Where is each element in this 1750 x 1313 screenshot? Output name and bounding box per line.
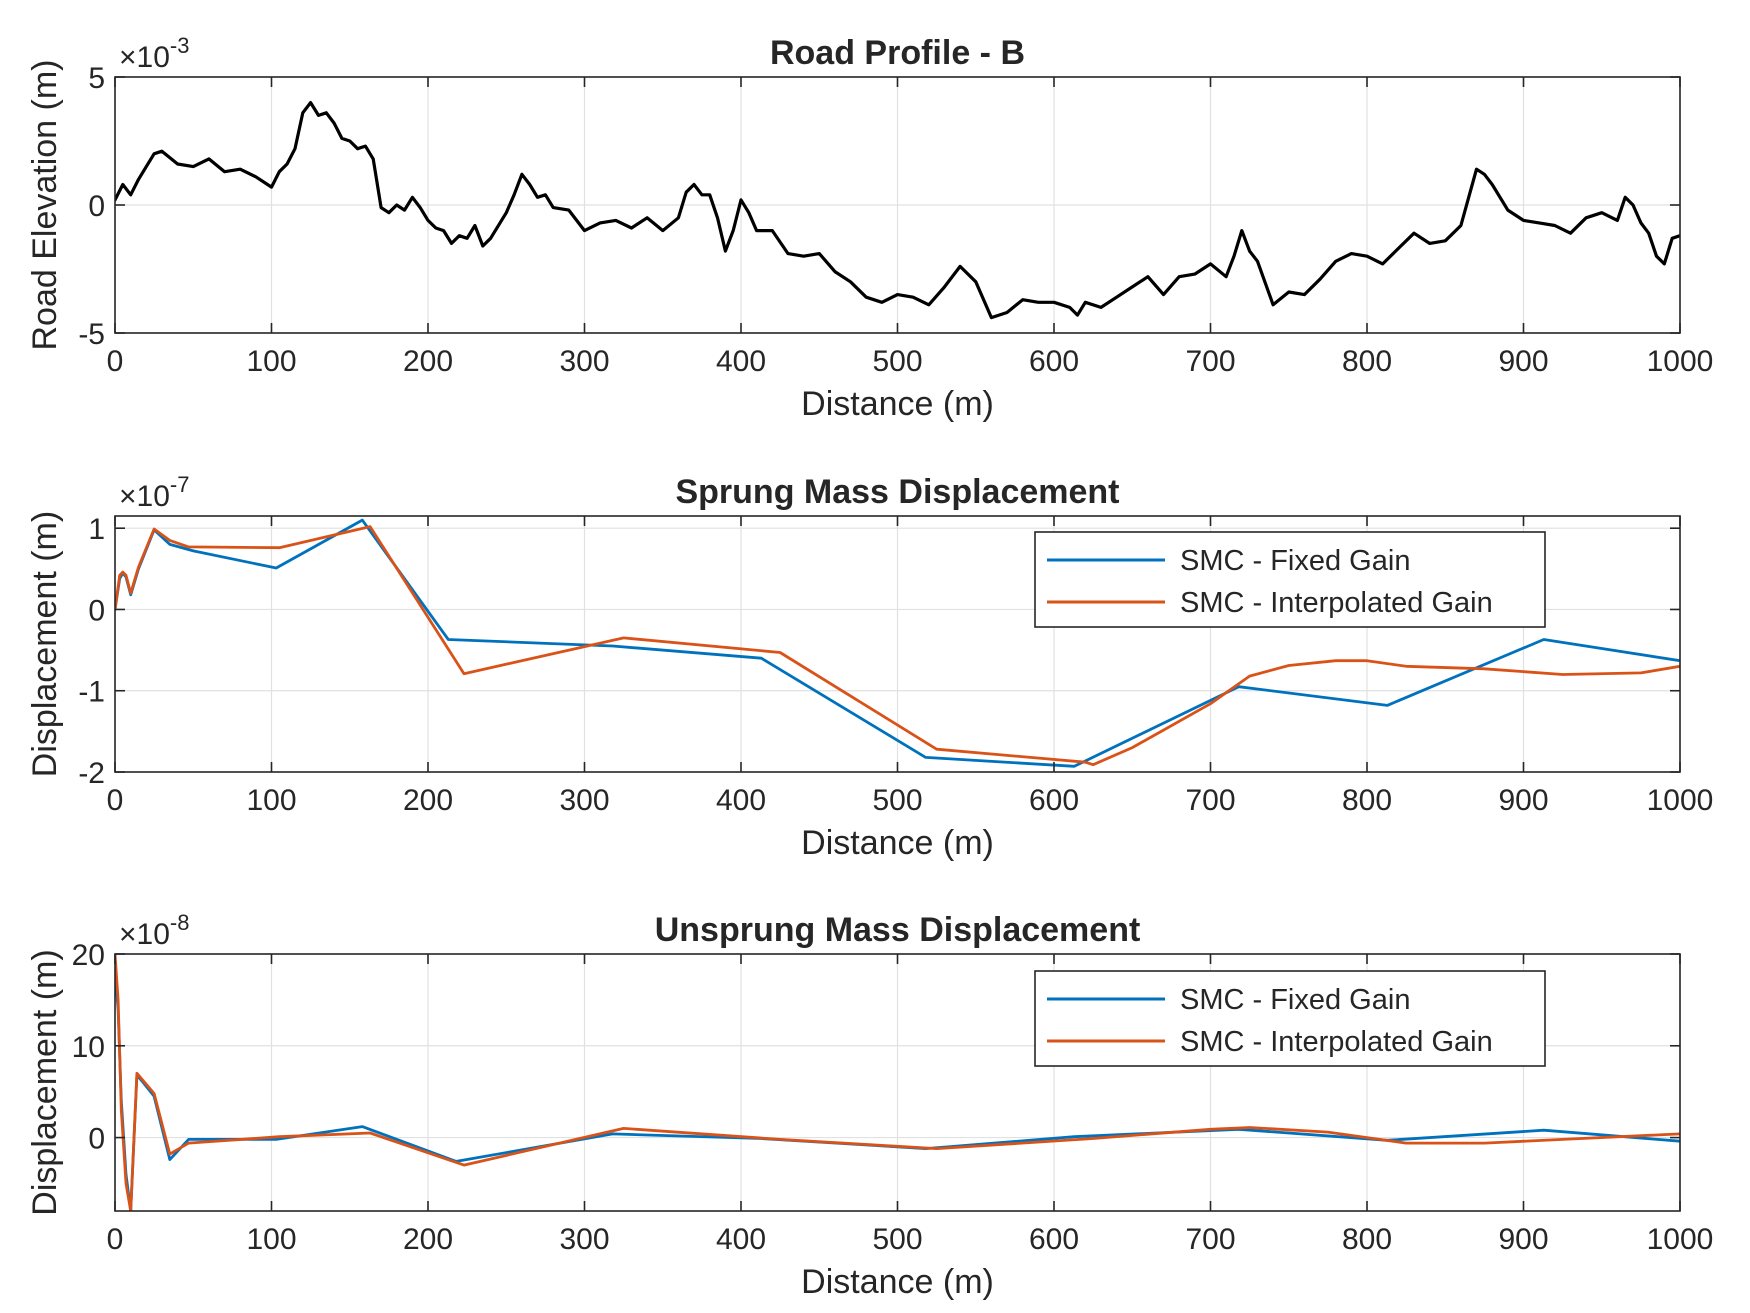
series-layer: [115, 100, 1680, 320]
x-tick-label: 200: [403, 784, 453, 817]
chart-title: Road Profile - B: [770, 34, 1025, 72]
x-tick-label: 0: [107, 784, 124, 817]
y-axis-exponent-value: -3: [170, 33, 190, 58]
series-layer: [115, 518, 1680, 768]
x-tick-label: 100: [246, 1223, 296, 1256]
x-tick-label: 400: [716, 784, 766, 817]
chart-title: Sprung Mass Displacement: [675, 473, 1119, 511]
series-layer: [115, 954, 1680, 1211]
y-tick-label: -2: [78, 757, 105, 790]
legend-label-interpolated-gain: SMC - Interpolated Gain: [1180, 1026, 1493, 1058]
x-tick-label: 400: [716, 1223, 766, 1256]
y-tick-label: 10: [72, 1031, 105, 1064]
road-profile-panel: 0 100 200 300 400 500 600 700 800 900 1000-505 Roa…: [26, 33, 1713, 423]
legend: SMC - Fixed Gain SMC - Interpolated Gain: [1034, 970, 1546, 1067]
y-tick-label: 1: [88, 513, 105, 546]
y-axis-label: Road Elevation (m): [26, 59, 64, 350]
x-tick-label: 300: [559, 345, 609, 378]
x-tick-label: 0: [107, 1223, 124, 1256]
x-tick-label: 100: [246, 784, 296, 817]
x-tick-label: 1000: [1647, 345, 1714, 378]
y-axis-label: Displacement (m): [26, 511, 64, 777]
x-tick-label: 1000: [1647, 784, 1714, 817]
x-tick-label: 200: [403, 345, 453, 378]
y-tick-label: 20: [72, 939, 105, 972]
x-tick-label: 700: [1185, 1223, 1235, 1256]
x-tick-label: 900: [1498, 1223, 1548, 1256]
x-tick-label: 500: [872, 345, 922, 378]
y-tick-label: 0: [88, 1123, 105, 1156]
y-axis-exponent-value: -7: [170, 472, 190, 497]
ticks: 0 100 200 300 400 500 600 700 800 900 1000-505: [78, 62, 1713, 378]
legend: SMC - Fixed Gain SMC - Interpolated Gain: [1034, 531, 1546, 628]
x-tick-label: 100: [246, 345, 296, 378]
ticks: 0 100 200 300 400 500 600 700 800 900 1000 -2 -1 0 1: [78, 513, 1713, 817]
x-tick-label: 400: [716, 345, 766, 378]
sprung-mass-panel: 0 100 200 300 400 500 600 700 800 900 1000 -2 -1 0 1 S…: [26, 472, 1713, 862]
x-axis-label: Distance (m): [801, 824, 994, 862]
x-tick-label: 300: [559, 1223, 609, 1256]
series-line-smc-interpolated-gain: [115, 525, 1680, 767]
x-tick-label: 800: [1342, 1223, 1392, 1256]
x-axis-label: Distance (m): [801, 385, 994, 423]
x-tick-label: 800: [1342, 345, 1392, 378]
legend-label-interpolated-gain: SMC - Interpolated Gain: [1180, 587, 1493, 619]
x-tick-label: 700: [1185, 784, 1235, 817]
x-tick-label: 600: [1029, 784, 1079, 817]
x-tick-label: 700: [1185, 345, 1235, 378]
x-tick-label: 900: [1498, 784, 1548, 817]
y-tick-label: 0: [88, 190, 105, 223]
y-axis-exponent-value: -8: [170, 910, 190, 935]
y-tick-label: 5: [88, 62, 105, 95]
x-tick-label: 600: [1029, 345, 1079, 378]
ticks: 0 100 200 300 400 500 600 700 800 900 1000 0 10 20: [72, 939, 1714, 1256]
series-line-smc-interpolated-gain: [115, 954, 1680, 1211]
x-tick-label: 1000: [1647, 1223, 1714, 1256]
legend-label-fixed-gain: SMC - Fixed Gain: [1180, 984, 1410, 1016]
x-tick-label: 500: [872, 1223, 922, 1256]
series-line-road-profile: [115, 100, 1680, 320]
x-tick-label: 800: [1342, 784, 1392, 817]
x-tick-label: 200: [403, 1223, 453, 1256]
x-tick-label: 300: [559, 784, 609, 817]
x-tick-label: 0: [107, 345, 124, 378]
x-tick-label: 600: [1029, 1223, 1079, 1256]
y-axis-label: Displacement (m): [26, 949, 64, 1215]
y-tick-label: -5: [78, 318, 105, 351]
legend-box: [1034, 531, 1546, 628]
legend-label-fixed-gain: SMC - Fixed Gain: [1180, 545, 1410, 577]
unsprung-mass-panel: 0 100 200 300 400 500 600 700 800 900 1000 0 10 20 Un…: [26, 910, 1713, 1301]
y-tick-label: -1: [78, 676, 105, 709]
legend-box: [1034, 970, 1546, 1067]
x-tick-label: 500: [872, 784, 922, 817]
chart-title: Unsprung Mass Displacement: [655, 911, 1141, 949]
x-axis-label: Distance (m): [801, 1263, 994, 1301]
y-tick-label: 0: [88, 594, 105, 627]
x-tick-label: 900: [1498, 345, 1548, 378]
